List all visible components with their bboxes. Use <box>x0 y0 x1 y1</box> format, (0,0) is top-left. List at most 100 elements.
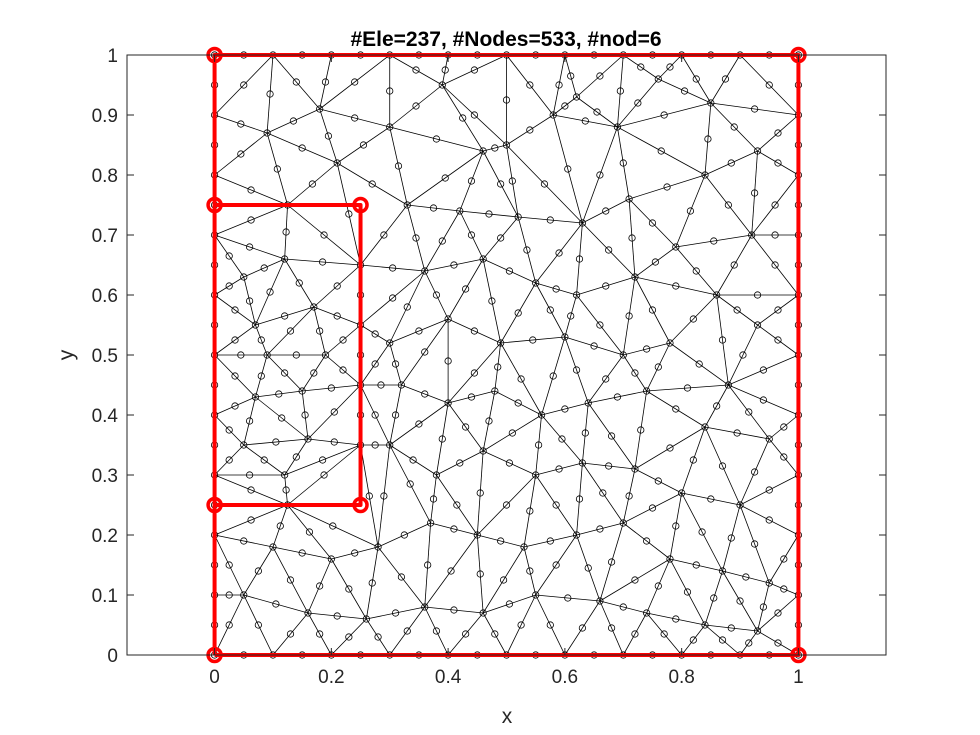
mesh-edge <box>494 342 502 392</box>
mesh-edge <box>389 402 449 446</box>
mesh-edge <box>716 234 753 296</box>
mesh-node <box>765 579 773 587</box>
mesh-edge <box>535 594 600 602</box>
mesh-edge <box>535 462 583 476</box>
mesh-node <box>273 165 281 173</box>
mesh-edge <box>634 276 671 344</box>
mesh-node <box>412 102 420 110</box>
mesh-node <box>625 312 633 320</box>
mesh-edge <box>389 318 449 344</box>
y-tick-label: 0.6 <box>92 286 118 307</box>
mesh-edge <box>628 198 677 248</box>
mesh-node <box>526 126 534 134</box>
mesh-node <box>470 327 478 335</box>
mesh-edge <box>255 354 268 398</box>
mesh-edge <box>255 396 309 440</box>
mesh-node <box>751 189 759 197</box>
mesh-node <box>450 606 458 614</box>
mesh-node <box>333 282 341 290</box>
mesh-edge <box>646 390 706 428</box>
y-tick-label: 0.2 <box>92 526 118 547</box>
mesh-node <box>377 381 385 389</box>
mesh-node <box>537 411 546 419</box>
mesh-node <box>246 417 254 425</box>
mesh-edge <box>623 492 682 524</box>
mesh-node <box>462 423 470 431</box>
mesh-edge <box>716 294 729 386</box>
mesh-node <box>386 87 394 95</box>
mesh-node <box>345 210 353 218</box>
mesh-edge <box>757 294 799 326</box>
mesh-edge <box>482 216 519 260</box>
mesh-edge <box>389 54 443 86</box>
mesh-node <box>660 111 668 119</box>
mesh-node <box>281 255 289 263</box>
mesh-edge <box>482 390 496 452</box>
mesh-node <box>485 210 493 218</box>
mesh-node <box>657 147 665 155</box>
mesh-edge <box>576 534 601 602</box>
mesh-edge <box>389 384 402 446</box>
mesh-node <box>745 639 753 647</box>
mesh-node <box>386 441 394 449</box>
mesh-node <box>282 228 290 236</box>
mesh-edge <box>582 222 636 278</box>
mesh-edge <box>517 216 537 284</box>
mesh-edge <box>482 150 519 218</box>
mesh-node <box>368 579 376 587</box>
mesh-node <box>698 528 706 536</box>
mesh-node <box>718 567 727 575</box>
mesh-edge <box>430 474 437 524</box>
mesh-edge <box>482 258 536 284</box>
mesh-edge <box>582 462 624 524</box>
mesh-node <box>514 213 522 221</box>
y-tick-label: 1 <box>107 46 118 67</box>
mesh-node <box>462 630 470 638</box>
mesh-edge <box>768 414 799 440</box>
mesh-edge <box>214 294 256 326</box>
mesh-edge <box>302 384 361 392</box>
mesh-node <box>654 477 662 485</box>
mesh-node <box>444 357 452 365</box>
mesh-edge <box>535 594 566 656</box>
mesh-node <box>718 636 727 644</box>
mesh-node <box>613 393 622 401</box>
mesh-edge <box>255 306 314 326</box>
mesh-node <box>260 456 268 464</box>
mesh-edge <box>214 534 274 548</box>
mesh-edge <box>646 612 682 656</box>
mesh-node <box>631 630 639 638</box>
mesh-edge <box>214 354 256 398</box>
mesh-edge <box>617 126 630 200</box>
x-tick-label: 0 <box>209 667 220 688</box>
mesh-edge <box>617 102 711 128</box>
mesh-edge <box>535 474 577 536</box>
mesh-edge <box>214 504 288 536</box>
mesh-edge <box>541 414 583 464</box>
mesh-node <box>666 339 674 347</box>
mesh-edge <box>646 558 671 614</box>
mesh-node <box>692 75 700 83</box>
mesh-node <box>251 393 260 401</box>
mesh-node <box>578 219 587 227</box>
x-tick-label: 0.2 <box>318 667 344 688</box>
mesh-node <box>497 234 505 242</box>
mesh-edge <box>576 276 636 296</box>
mesh-edge <box>243 546 274 596</box>
mesh-node <box>648 306 657 314</box>
mesh-node <box>272 438 280 446</box>
mesh-node <box>517 621 525 629</box>
mesh-node <box>225 591 233 599</box>
mesh-node <box>643 345 651 353</box>
mesh-edge <box>617 54 624 128</box>
mesh-edge <box>634 276 717 296</box>
mesh-edge <box>739 504 770 584</box>
mesh-edge <box>482 612 507 656</box>
mesh-node <box>298 144 306 152</box>
mesh-node <box>552 501 560 509</box>
mesh-edge <box>622 354 647 392</box>
mesh-edge <box>500 282 537 344</box>
mesh-edge <box>506 114 554 146</box>
inner-boundary <box>214 203 363 507</box>
mesh-edge <box>377 522 431 548</box>
